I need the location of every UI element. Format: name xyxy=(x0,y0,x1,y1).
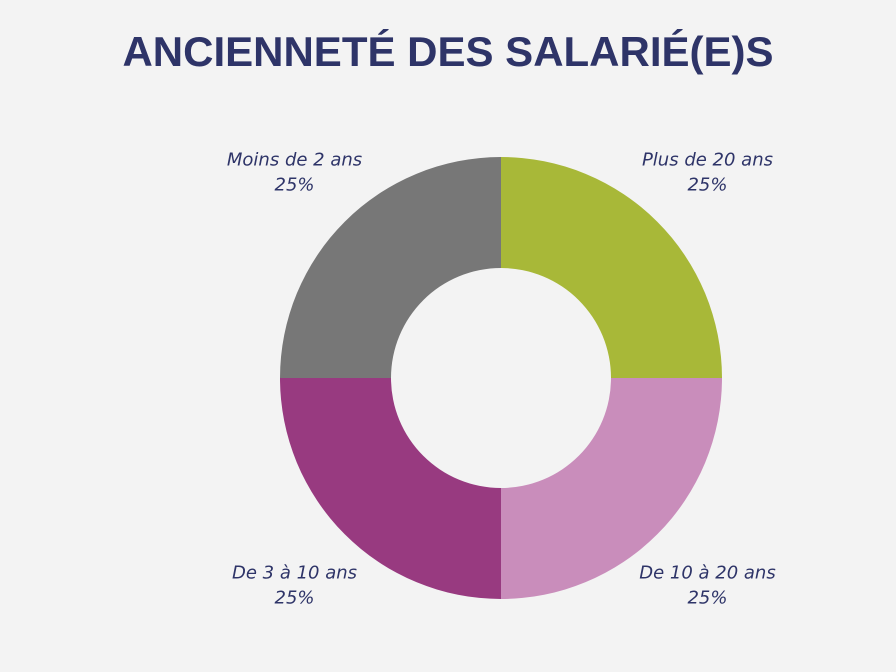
category-label: De 10 à 20 ans xyxy=(639,562,775,583)
donut-segment xyxy=(280,157,501,378)
value-label: 25% xyxy=(275,587,315,608)
category-label: De 3 à 10 ans xyxy=(232,562,357,583)
category-label: Moins de 2 ans xyxy=(227,150,362,171)
donut-segment xyxy=(501,378,722,599)
value-label: 25% xyxy=(275,175,315,196)
donut-segment xyxy=(501,157,722,378)
value-label: 25% xyxy=(687,587,727,608)
chart-title: ANCIENNETÉ DES SALARIÉ(E)S xyxy=(122,28,773,75)
category-label: Plus de 20 ans xyxy=(642,150,773,171)
donut-segment xyxy=(280,378,501,599)
value-label: 25% xyxy=(687,175,727,196)
